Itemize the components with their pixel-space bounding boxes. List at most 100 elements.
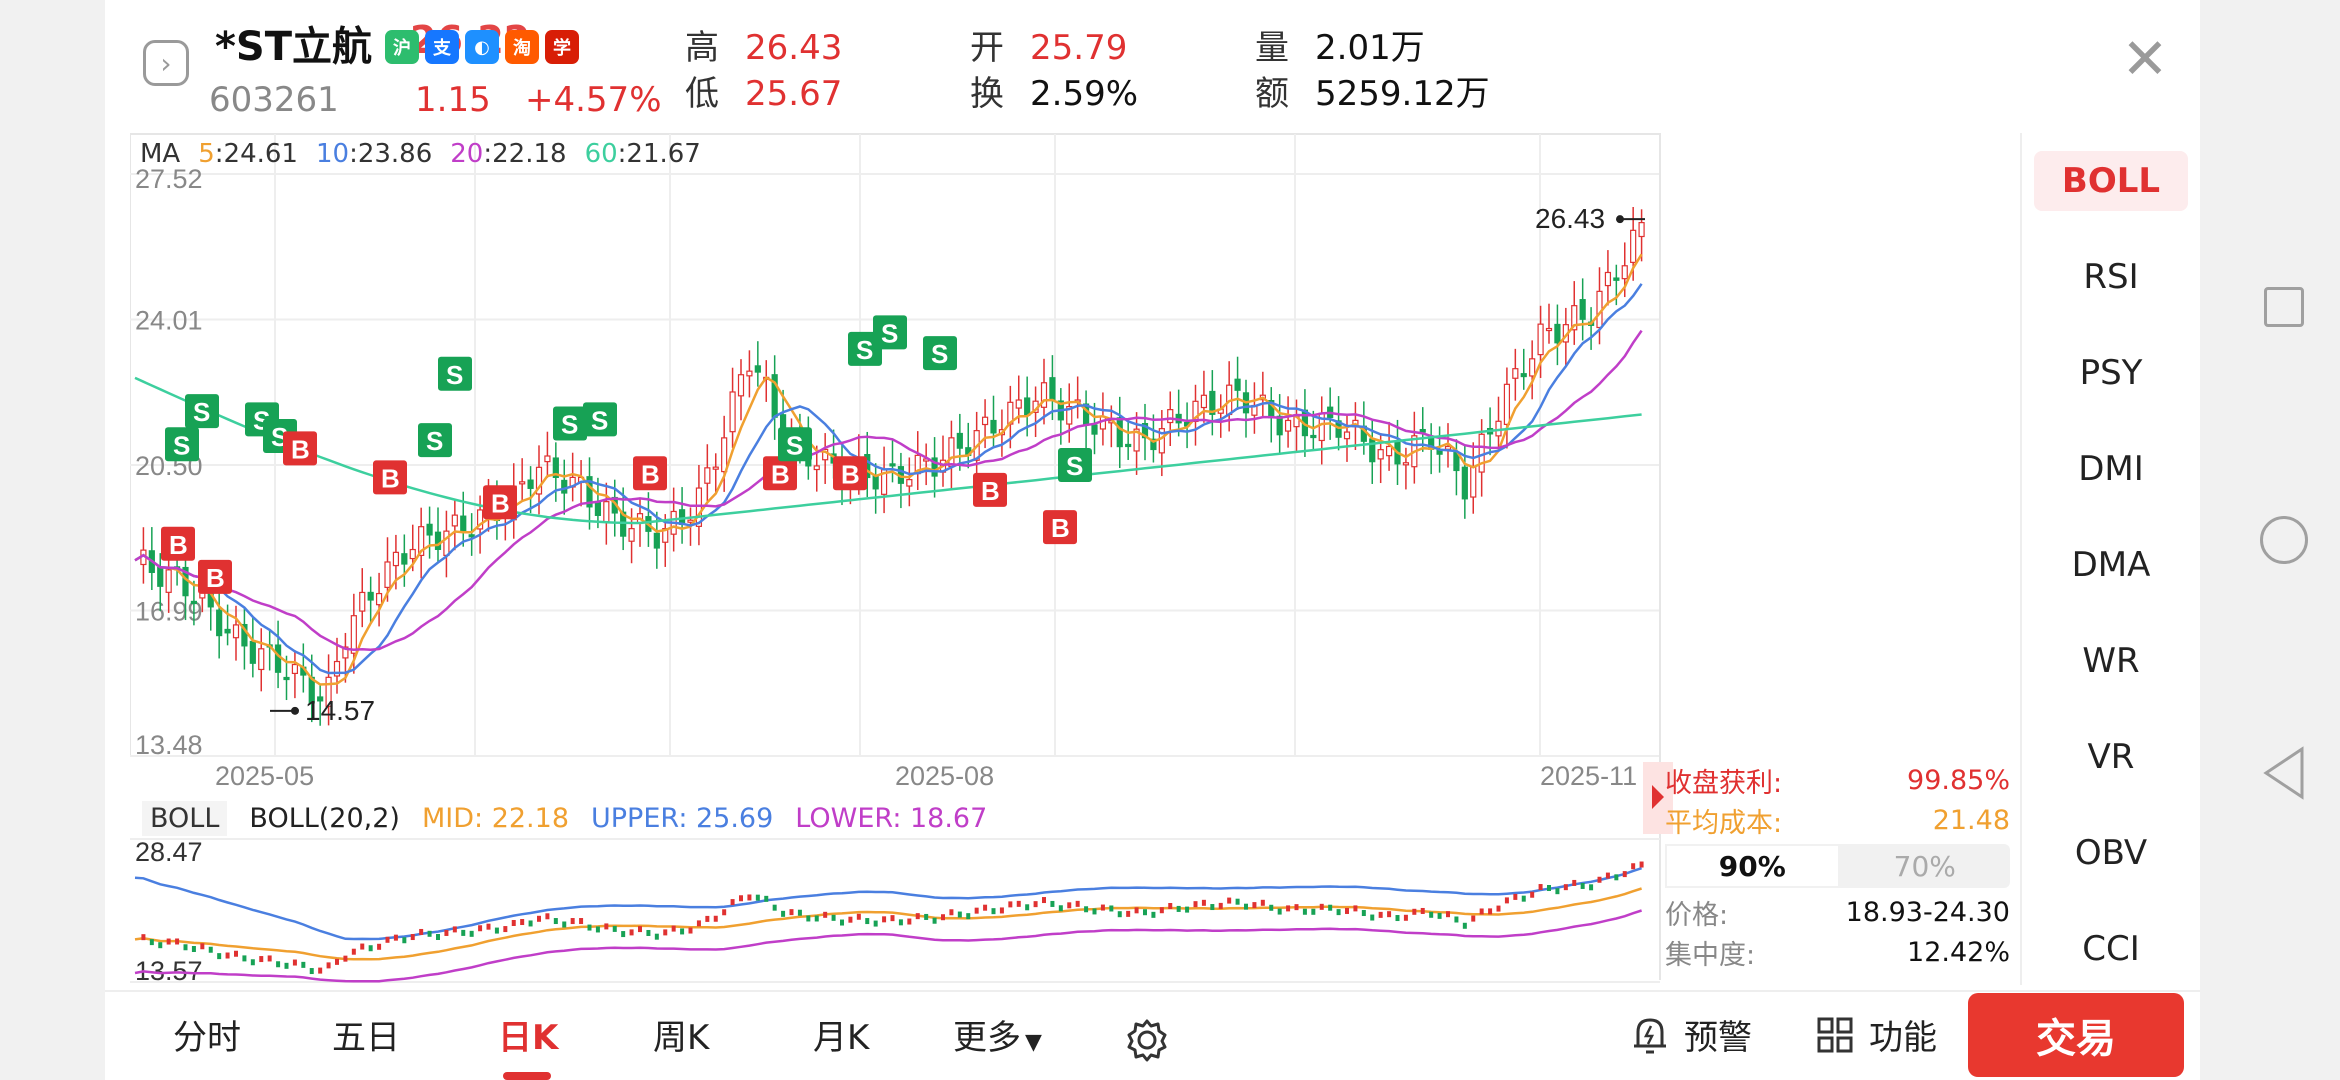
boll-candle: [789, 909, 794, 916]
boll-candle: [1067, 902, 1072, 909]
boll-candle: [621, 931, 626, 938]
signal-tag-text: B: [169, 530, 188, 560]
signal-tag-b: [283, 431, 317, 466]
boll-candle: [175, 938, 180, 945]
signal-tag-text: B: [291, 434, 310, 464]
boll-candle: [1218, 902, 1223, 909]
play-right-icon: [1652, 785, 1664, 809]
boll-candle: [461, 929, 466, 936]
tab-intraday[interactable]: 分时: [173, 1018, 241, 1058]
turnover-label: 换: [970, 74, 1004, 114]
signal-tag-b: [483, 485, 517, 520]
alert-label: 预警: [1684, 1018, 1752, 1058]
candle-body: [1200, 394, 1208, 409]
candle-body: [527, 479, 534, 489]
close-icon[interactable]: ✕: [2121, 27, 2169, 92]
boll-candle: [781, 910, 786, 917]
trade-button[interactable]: 交易: [1968, 993, 2184, 1077]
boll-candle: [158, 942, 163, 949]
signal-tag-s: [1058, 448, 1092, 482]
boll-candle: [865, 918, 870, 925]
candle-body: [157, 566, 164, 587]
date-axis-label: 2025-08: [895, 761, 994, 791]
indicator-boll[interactable]: BOLL: [2022, 133, 2200, 229]
boll-candle: [688, 927, 693, 934]
candle-body: [426, 523, 433, 536]
boll-label[interactable]: BOLL: [142, 800, 228, 836]
signal-tag-text: S: [193, 397, 210, 427]
indicator-dmi[interactable]: DMI: [2022, 421, 2200, 517]
green-badge-icon[interactable]: 沪: [385, 30, 419, 64]
boll-candle: [764, 895, 769, 902]
back-icon[interactable]: [2260, 745, 2308, 801]
high-label: 高: [685, 28, 719, 68]
candle-body: [451, 514, 458, 527]
blue-badge-icon[interactable]: 支: [425, 30, 459, 64]
boll-candle: [1008, 901, 1013, 908]
price-axis-label: 27.52: [135, 164, 203, 194]
tab-more[interactable]: 更多 ▼: [953, 1010, 1042, 1059]
boll-candle: [267, 955, 272, 962]
chat-badge-icon[interactable]: ◐: [465, 30, 499, 64]
profit-value: 99.85%: [1907, 764, 2010, 796]
tab-daily-k[interactable]: 日K: [498, 1018, 559, 1058]
candle-body: [662, 528, 669, 543]
red-badge-icon[interactable]: 学: [545, 30, 579, 64]
boll-candle: [276, 961, 281, 968]
concentration-tabs: 90% 70%: [1665, 844, 2010, 888]
signal-tag-s: [553, 406, 587, 441]
alert-button[interactable]: 预警: [1630, 1010, 1752, 1059]
signal-tag-text: B: [841, 459, 860, 489]
ma-period: 10: [315, 139, 350, 169]
candle-body: [1529, 358, 1536, 377]
boll-candle: [890, 915, 895, 922]
candle-body: [359, 591, 366, 612]
boll-candle: [486, 923, 491, 930]
signal-tag-text: S: [1066, 451, 1083, 481]
signal-tag-text: S: [881, 318, 898, 348]
ma-value: :22.18: [483, 139, 567, 169]
candle-body: [1512, 368, 1519, 379]
candle-body: [906, 479, 913, 487]
tab-90-percent[interactable]: 90%: [1665, 844, 1840, 888]
tab-70-percent[interactable]: 70%: [1893, 849, 1956, 883]
recent-apps-icon[interactable]: [2264, 287, 2304, 327]
volume-label: 量: [1255, 28, 1289, 68]
boll-candle: [823, 911, 828, 918]
tab-five-day[interactable]: 五日: [332, 1018, 400, 1058]
candle-body: [367, 591, 374, 601]
boll-candle: [1462, 922, 1467, 929]
indicator-dma[interactable]: DMA: [2022, 517, 2200, 613]
tab-weekly-k[interactable]: 周K: [653, 1018, 710, 1058]
signal-tag-text: B: [771, 459, 790, 489]
collapse-panel-button[interactable]: ›: [143, 40, 189, 86]
taobao-badge-icon[interactable]: 淘: [505, 30, 539, 64]
candle-body: [990, 419, 997, 434]
signal-tag-b: [1043, 510, 1077, 545]
indicator-obv[interactable]: OBV: [2022, 805, 2200, 901]
candle-body: [1537, 323, 1544, 356]
candle-body: [1091, 424, 1098, 435]
boll-candle: [368, 945, 373, 952]
low-price-label: 14.57: [305, 695, 375, 726]
indicator-cci[interactable]: CCI: [2022, 901, 2200, 997]
boll-candle: [1387, 911, 1392, 918]
tab-monthly-k[interactable]: 月K: [813, 1018, 870, 1058]
indicator-vr[interactable]: VR: [2022, 709, 2200, 805]
candle-body: [1385, 445, 1393, 457]
indicator-psy[interactable]: PSY: [2022, 325, 2200, 421]
boll-candle: [326, 962, 331, 969]
indicator-label: PSY: [2079, 353, 2143, 393]
home-icon[interactable]: [2260, 516, 2308, 564]
candle-body: [1141, 423, 1149, 439]
candle-body: [1284, 419, 1292, 432]
indicator-rsi[interactable]: RSI: [2022, 229, 2200, 325]
settings-gear-icon[interactable]: [1125, 1018, 1169, 1062]
indicator-wr[interactable]: WR: [2022, 613, 2200, 709]
boll-candle: [1420, 907, 1425, 914]
boll-candle: [1479, 908, 1484, 915]
function-label: 功能: [1869, 1018, 1937, 1058]
function-button[interactable]: 功能: [1815, 1010, 1937, 1059]
boll-candle: [1446, 911, 1450, 918]
